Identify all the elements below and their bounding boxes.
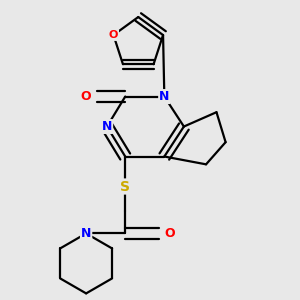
Text: O: O <box>109 30 118 40</box>
Text: N: N <box>159 90 170 103</box>
Text: O: O <box>164 227 175 240</box>
Text: N: N <box>81 227 91 240</box>
Text: O: O <box>81 90 92 103</box>
Text: S: S <box>120 179 130 194</box>
Text: N: N <box>102 120 112 133</box>
